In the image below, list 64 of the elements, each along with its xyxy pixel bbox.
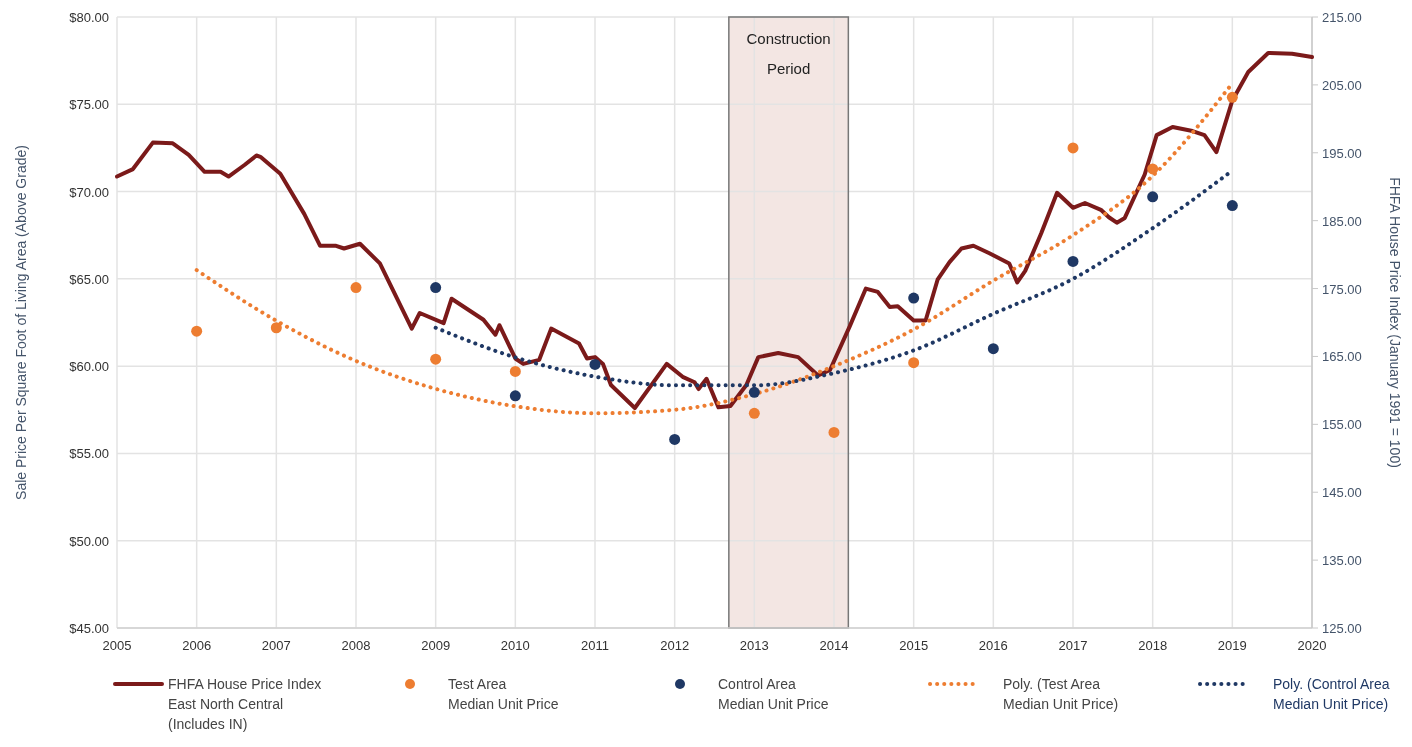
- point: [191, 325, 203, 337]
- y2-tick-label: 195.00: [1322, 145, 1362, 161]
- point: [748, 386, 760, 398]
- point: [430, 282, 442, 294]
- point: [1226, 200, 1238, 212]
- y2-tick-label: 145.00: [1322, 485, 1362, 501]
- y-tick-label: $50.00: [69, 533, 109, 549]
- x-tick-label: 2013: [739, 638, 769, 653]
- x-tick-label: 2006: [182, 638, 212, 653]
- point: [1067, 142, 1079, 154]
- y-tick-label: $55.00: [69, 446, 109, 462]
- legend-label: Control Area Median Unit Price: [718, 676, 829, 712]
- point: [748, 407, 760, 419]
- legend-label: Test Area Median Unit Price: [448, 676, 559, 712]
- point: [669, 433, 681, 445]
- y-axis-title: Sale Price Per Square Foot of Living Area (Above Grade): [13, 145, 29, 500]
- y2-tick-label: 185.00: [1322, 213, 1362, 229]
- line-series: [115, 50, 1314, 411]
- x-tick-label: 2010: [500, 638, 530, 653]
- point: [589, 358, 601, 370]
- point: [509, 390, 521, 402]
- x-tick-label: 2016: [978, 638, 1008, 653]
- legend-label: Poly. (Test Area Median Unit Price): [1003, 676, 1119, 712]
- band-label: Construction Period: [746, 30, 831, 77]
- point: [828, 426, 840, 438]
- y2-axis-title: FHFA House Price Index (January 1991 = 100): [1387, 177, 1403, 468]
- y2-tick-label: 125.00: [1322, 621, 1362, 636]
- point: [509, 365, 521, 377]
- y2-tick-label: 155.00: [1322, 417, 1362, 433]
- y-tick-label: $75.00: [69, 97, 109, 113]
- point: [270, 322, 282, 334]
- y-tick-label: $65.00: [69, 271, 109, 287]
- y2-tick-label: 135.00: [1322, 553, 1362, 569]
- legend-label: FHFA House Price Index East North Central (Includes IN): [168, 676, 322, 732]
- x-tick-label: 2005: [102, 638, 132, 653]
- point: [908, 357, 920, 369]
- y-tick-label: $80.00: [69, 10, 109, 25]
- point: [1226, 91, 1238, 103]
- x-tick-label: 2019: [1217, 638, 1247, 653]
- x-tick-label: 2012: [660, 638, 690, 653]
- y2-tick-label: 205.00: [1322, 77, 1362, 93]
- point: [1147, 191, 1159, 203]
- point: [908, 292, 920, 304]
- x-tick-label: 2015: [899, 638, 929, 653]
- point: [430, 353, 442, 365]
- point: [987, 343, 999, 355]
- y-tick-label: $70.00: [69, 184, 109, 200]
- x-tick-label: 2007: [261, 638, 291, 653]
- x-tick-label: 2018: [1138, 638, 1168, 653]
- legend-label: Poly. (Control Area Median Unit Price): [1273, 676, 1390, 712]
- point: [350, 282, 362, 294]
- y-tick-label: $45.00: [69, 621, 109, 636]
- y2-tick-label: 215.00: [1322, 10, 1362, 25]
- x-tick-label: 2020: [1297, 638, 1327, 653]
- point: [1067, 255, 1079, 267]
- y-tick-label: $60.00: [69, 359, 109, 375]
- y2-tick-label: 165.00: [1322, 349, 1362, 365]
- y2-tick-label: 175.00: [1322, 281, 1362, 297]
- x-tick-label: 2014: [819, 638, 849, 653]
- x-tick-label: 2011: [581, 638, 609, 653]
- x-tick-label: 2017: [1058, 638, 1088, 653]
- point: [1147, 163, 1159, 175]
- x-tick-label: 2008: [341, 638, 371, 653]
- x-tick-label: 2009: [421, 638, 451, 653]
